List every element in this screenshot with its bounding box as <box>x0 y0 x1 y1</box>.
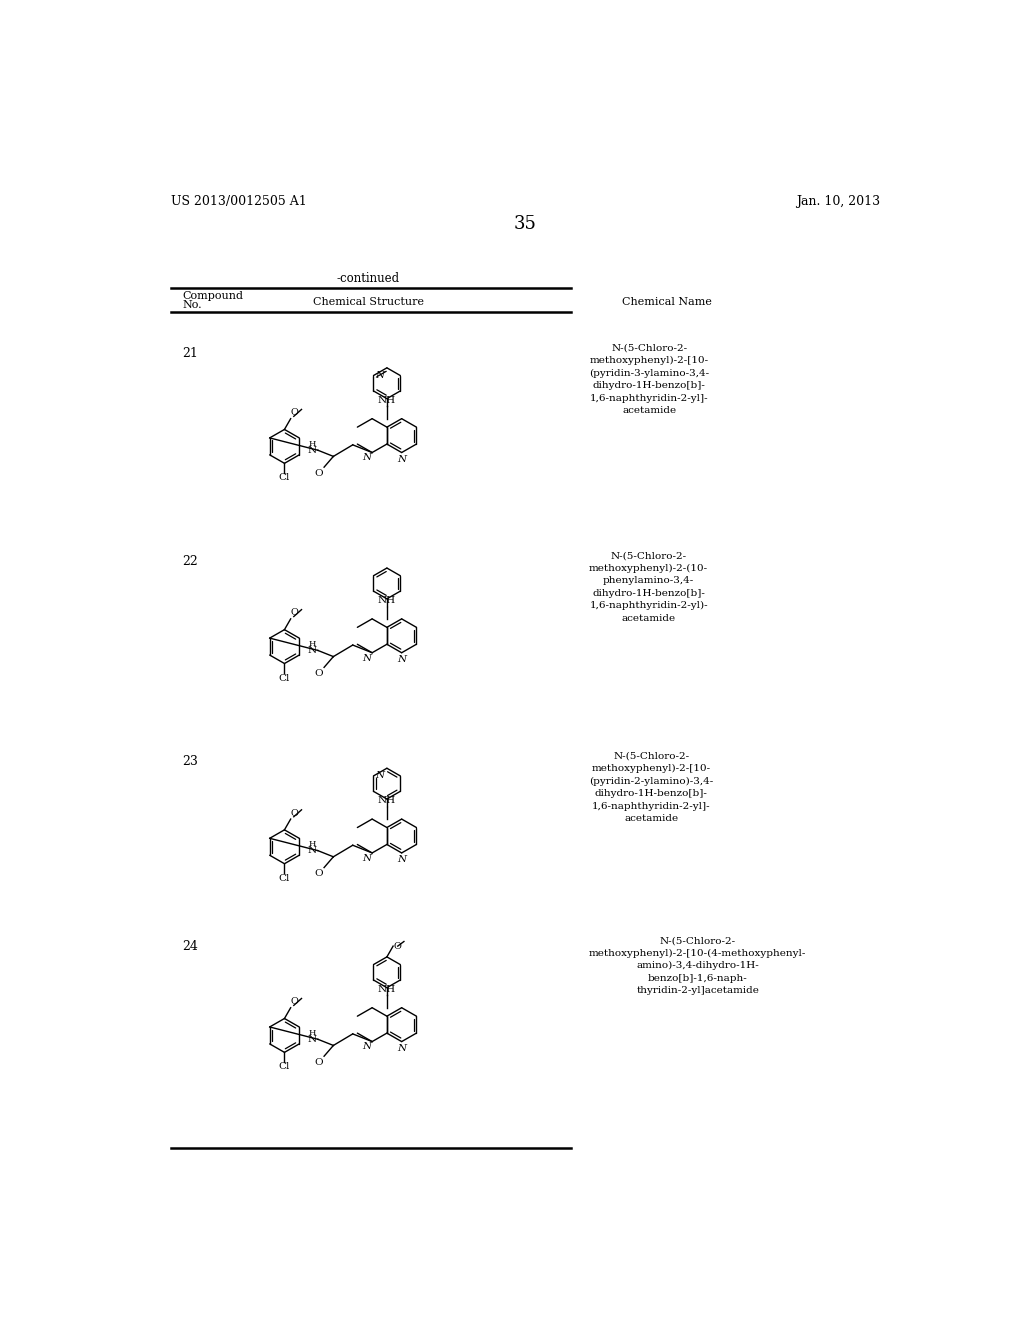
Text: NH: NH <box>378 396 396 405</box>
Text: 24: 24 <box>182 940 198 953</box>
Text: O: O <box>291 809 299 817</box>
Text: H: H <box>309 640 316 648</box>
Text: N: N <box>307 1035 316 1044</box>
Text: 23: 23 <box>182 755 198 768</box>
Text: N: N <box>307 645 316 655</box>
Text: NH: NH <box>378 796 396 805</box>
Text: N: N <box>362 453 372 462</box>
Text: Compound: Compound <box>182 290 244 301</box>
Text: N: N <box>397 455 407 463</box>
Text: -continued: -continued <box>337 272 399 285</box>
Text: Jan. 10, 2013: Jan. 10, 2013 <box>796 195 880 209</box>
Text: O: O <box>314 869 323 878</box>
Text: O: O <box>291 609 299 618</box>
Text: No.: No. <box>182 300 202 310</box>
Text: H: H <box>309 440 316 447</box>
Text: Cl: Cl <box>279 874 290 883</box>
Text: N: N <box>362 1043 372 1051</box>
Text: Chemical Name: Chemical Name <box>622 297 712 308</box>
Text: O: O <box>314 669 323 678</box>
Text: O: O <box>314 1057 323 1067</box>
Text: Cl: Cl <box>279 673 290 682</box>
Text: 21: 21 <box>182 347 198 360</box>
Text: O: O <box>314 469 323 478</box>
Text: N: N <box>375 771 384 780</box>
Text: N: N <box>307 846 316 855</box>
Text: Chemical Structure: Chemical Structure <box>312 297 424 308</box>
Text: N: N <box>307 446 316 454</box>
Text: N-(5-Chloro-2-
methoxyphenyl)-2-[10-(4-methoxyphenyl-
amino)-3,4-dihydro-1H-
ben: N-(5-Chloro-2- methoxyphenyl)-2-[10-(4-m… <box>589 936 807 995</box>
Text: H: H <box>309 1030 316 1038</box>
Text: N: N <box>397 655 407 664</box>
Text: 22: 22 <box>182 554 198 568</box>
Text: NH: NH <box>378 985 396 994</box>
Text: N-(5-Chloro-2-
methoxyphenyl)-2-[10-
(pyridin-3-ylamino-3,4-
dihydro-1H-benzo[b]: N-(5-Chloro-2- methoxyphenyl)-2-[10- (py… <box>589 343 710 414</box>
Text: Cl: Cl <box>279 474 290 482</box>
Text: N: N <box>397 1044 407 1053</box>
Text: N: N <box>362 854 372 863</box>
Text: N: N <box>397 855 407 865</box>
Text: US 2013/0012505 A1: US 2013/0012505 A1 <box>171 195 306 209</box>
Text: H: H <box>309 841 316 849</box>
Text: O: O <box>291 997 299 1006</box>
Text: 35: 35 <box>513 215 537 232</box>
Text: N: N <box>362 653 372 663</box>
Text: N: N <box>375 371 384 380</box>
Text: Cl: Cl <box>279 1063 290 1072</box>
Text: N-(5-Chloro-2-
methoxyphenyl)-2-[10-
(pyridin-2-ylamino)-3,4-
dihydro-1H-benzo[b: N-(5-Chloro-2- methoxyphenyl)-2-[10- (py… <box>589 751 714 824</box>
Text: N-(5-Chloro-2-
methoxyphenyl)-2-(10-
phenylamino-3,4-
dihydro-1H-benzo[b]-
1,6-n: N-(5-Chloro-2- methoxyphenyl)-2-(10- phe… <box>589 552 709 623</box>
Text: O: O <box>393 941 401 950</box>
Text: NH: NH <box>378 597 396 605</box>
Text: O: O <box>291 408 299 417</box>
